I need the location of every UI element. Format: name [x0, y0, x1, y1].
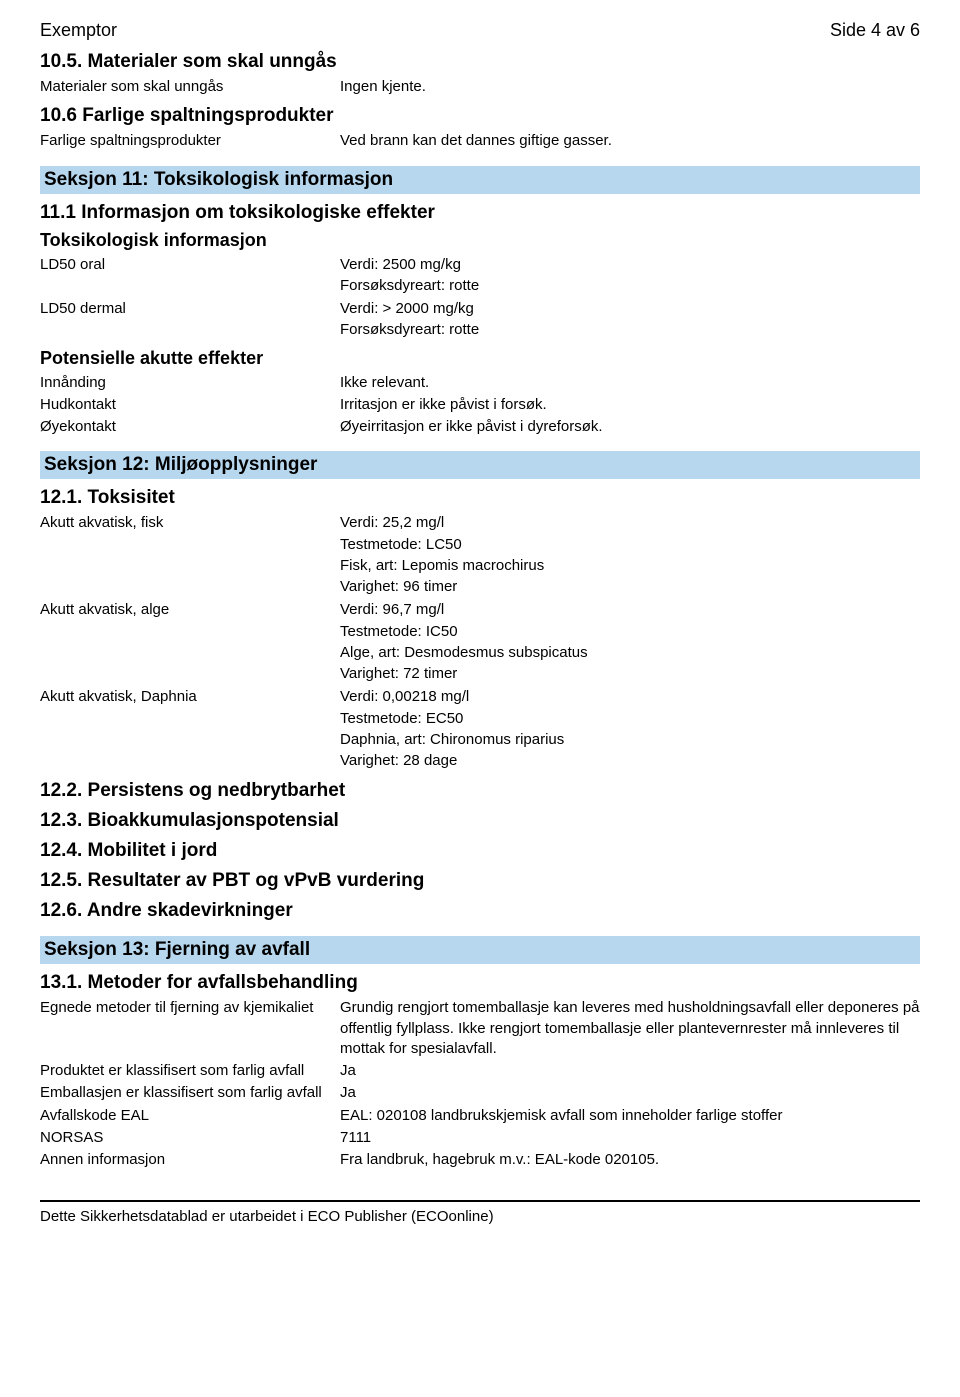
line: Verdi: 96,7 mg/l	[340, 600, 920, 620]
heading-10-6: 10.6 Farlige spaltningsprodukter	[40, 105, 920, 127]
label: Materialer som skal unngås	[40, 77, 340, 97]
value: Ikke relevant.	[340, 373, 920, 393]
line: Verdi: 0,00218 mg/l	[340, 687, 920, 707]
value: Øyeirritasjon er ikke påvist i dyreforsø…	[340, 417, 920, 437]
line: Testmetode: IC50	[340, 622, 920, 642]
value: Verdi: 96,7 mg/l Testmetode: IC50 Alge, …	[340, 600, 920, 685]
row-metoder: Egnede metoder til fjerning av kjemikali…	[40, 998, 920, 1059]
value: Verdi: 2500 mg/kg Forsøksdyreart: rotte	[340, 255, 920, 298]
page-header: Exemptor Side 4 av 6	[40, 20, 920, 41]
row-materialer: Materialer som skal unngås Ingen kjente.	[40, 77, 920, 97]
row-akvatisk-daphnia: Akutt akvatisk, Daphnia Verdi: 0,00218 m…	[40, 687, 920, 772]
row-norsas: NORSAS 7111	[40, 1128, 920, 1148]
row-akvatisk-fisk: Akutt akvatisk, fisk Verdi: 25,2 mg/l Te…	[40, 513, 920, 598]
subheading-tox-info: Toksikologisk informasjon	[40, 230, 920, 251]
page-number: Side 4 av 6	[830, 20, 920, 41]
row-produkt-farlig: Produktet er klassifisert som farlig avf…	[40, 1061, 920, 1081]
section-12-bar: Seksjon 12: Miljøopplysninger	[40, 451, 920, 479]
value: Ja	[340, 1083, 920, 1103]
footer-rule	[40, 1200, 920, 1202]
row-oyekontakt: Øyekontakt Øyeirritasjon er ikke påvist …	[40, 417, 920, 437]
line: Daphnia, art: Chironomus riparius	[340, 730, 920, 750]
row-annen-info: Annen informasjon Fra landbruk, hagebruk…	[40, 1150, 920, 1170]
heading-12-5: 12.5. Resultater av PBT og vPvB vurderin…	[40, 870, 920, 892]
row-emballasje-farlig: Emballasjen er klassifisert som farlig a…	[40, 1083, 920, 1103]
value: Irritasjon er ikke påvist i forsøk.	[340, 395, 920, 415]
section-13-bar: Seksjon 13: Fjerning av avfall	[40, 936, 920, 964]
label: Egnede metoder til fjerning av kjemikali…	[40, 998, 340, 1059]
line: Testmetode: LC50	[340, 535, 920, 555]
label: Akutt akvatisk, Daphnia	[40, 687, 340, 772]
line: Varighet: 72 timer	[340, 664, 920, 684]
label: Akutt akvatisk, alge	[40, 600, 340, 685]
line: Forsøksdyreart: rotte	[340, 276, 920, 296]
label: Avfallskode EAL	[40, 1106, 340, 1126]
heading-12-3: 12.3. Bioakkumulasjonspotensial	[40, 810, 920, 832]
heading-12-2: 12.2. Persistens og nedbrytbarhet	[40, 780, 920, 802]
section-11-bar: Seksjon 11: Toksikologisk informasjon	[40, 166, 920, 194]
value: Ved brann kan det dannes giftige gasser.	[340, 131, 920, 151]
subheading-akutte: Potensielle akutte effekter	[40, 348, 920, 369]
heading-11-1: 11.1 Informasjon om toksikologiske effek…	[40, 202, 920, 224]
value: Verdi: 0,00218 mg/l Testmetode: EC50 Dap…	[340, 687, 920, 772]
doc-title: Exemptor	[40, 20, 117, 41]
line: Forsøksdyreart: rotte	[340, 320, 920, 340]
row-akvatisk-alge: Akutt akvatisk, alge Verdi: 96,7 mg/l Te…	[40, 600, 920, 685]
line: Alge, art: Desmodesmus subspicatus	[340, 643, 920, 663]
footer-text: Dette Sikkerhetsdatablad er utarbeidet i…	[40, 1208, 920, 1225]
label: Øyekontakt	[40, 417, 340, 437]
value: Ja	[340, 1061, 920, 1081]
label: Akutt akvatisk, fisk	[40, 513, 340, 598]
row-innanding: Innånding Ikke relevant.	[40, 373, 920, 393]
value: EAL: 020108 landbrukskjemisk avfall som …	[340, 1106, 920, 1126]
label: LD50 dermal	[40, 299, 340, 342]
label: NORSAS	[40, 1128, 340, 1148]
line: Verdi: 2500 mg/kg	[340, 255, 920, 275]
label: Innånding	[40, 373, 340, 393]
label: Annen informasjon	[40, 1150, 340, 1170]
heading-12-6: 12.6. Andre skadevirkninger	[40, 900, 920, 922]
label: Produktet er klassifisert som farlig avf…	[40, 1061, 340, 1081]
heading-12-1: 12.1. Toksisitet	[40, 487, 920, 509]
heading-10-5: 10.5. Materialer som skal unngås	[40, 51, 920, 73]
value: Verdi: 25,2 mg/l Testmetode: LC50 Fisk, …	[340, 513, 920, 598]
line: Verdi: > 2000 mg/kg	[340, 299, 920, 319]
value: Fra landbruk, hagebruk m.v.: EAL-kode 02…	[340, 1150, 920, 1170]
row-ld50-oral: LD50 oral Verdi: 2500 mg/kg Forsøksdyrea…	[40, 255, 920, 298]
row-spaltning: Farlige spaltningsprodukter Ved brann ka…	[40, 131, 920, 151]
line: Varighet: 96 timer	[340, 577, 920, 597]
line: Testmetode: EC50	[340, 709, 920, 729]
label: Farlige spaltningsprodukter	[40, 131, 340, 151]
line: Varighet: 28 dage	[340, 751, 920, 771]
label: LD50 oral	[40, 255, 340, 298]
line: Verdi: 25,2 mg/l	[340, 513, 920, 533]
value: Grundig rengjort tomemballasje kan lever…	[340, 998, 920, 1059]
row-hudkontakt: Hudkontakt Irritasjon er ikke påvist i f…	[40, 395, 920, 415]
value: 7111	[340, 1128, 920, 1148]
heading-13-1: 13.1. Metoder for avfallsbehandling	[40, 972, 920, 994]
row-ld50-dermal: LD50 dermal Verdi: > 2000 mg/kg Forsøksd…	[40, 299, 920, 342]
label: Emballasjen er klassifisert som farlig a…	[40, 1083, 340, 1103]
value: Verdi: > 2000 mg/kg Forsøksdyreart: rott…	[340, 299, 920, 342]
value: Ingen kjente.	[340, 77, 920, 97]
line: Fisk, art: Lepomis macrochirus	[340, 556, 920, 576]
row-eal: Avfallskode EAL EAL: 020108 landbrukskje…	[40, 1106, 920, 1126]
label: Hudkontakt	[40, 395, 340, 415]
heading-12-4: 12.4. Mobilitet i jord	[40, 840, 920, 862]
